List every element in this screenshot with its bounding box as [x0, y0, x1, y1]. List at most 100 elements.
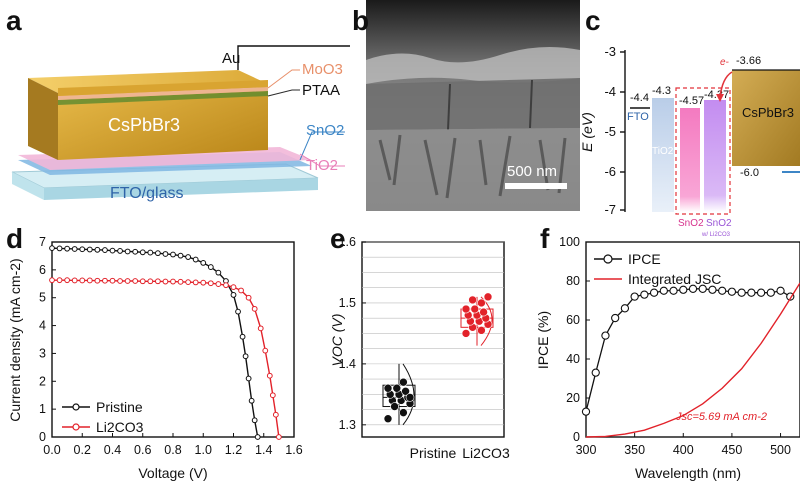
f-xlabel: Wavelength (nm) — [635, 465, 741, 481]
d-xtick-label: 1.4 — [255, 443, 272, 457]
d-ytick-label: 1 — [39, 402, 46, 416]
d-point — [269, 392, 276, 399]
fto-glass-front — [12, 172, 44, 200]
e-ytick-label: 1.4 — [339, 357, 356, 371]
e-point — [468, 295, 477, 305]
f-ylabel: IPCE (%) — [535, 311, 551, 369]
d-point — [147, 278, 154, 285]
d-point — [215, 281, 222, 287]
f-xtick-label: 450 — [721, 443, 742, 457]
d-point — [251, 417, 258, 424]
highlight-box — [675, 87, 731, 215]
electron-arrow-head — [716, 94, 724, 102]
tio2-label: TiO2 — [652, 146, 674, 157]
panel-d: d Current density (mA cm-2) Voltage (V) … — [6, 223, 303, 481]
sno2-value: -4.57 — [679, 95, 704, 107]
d-xlabel: Voltage (V) — [138, 465, 207, 481]
d-plot: 0.0 0.2 0.4 0.6 0.8 1.0 1.2 1.4 1.6 0 1 2 3 4 5 6 7 — [39, 235, 303, 457]
panel-label-b: b — [352, 5, 369, 36]
ptaa-callout — [267, 89, 300, 97]
d-point — [207, 280, 214, 287]
e-point — [470, 304, 480, 314]
d-point — [86, 277, 93, 284]
sem-grain-band — [366, 78, 580, 130]
d-point — [257, 325, 264, 332]
f-ipce-point — [581, 407, 591, 416]
label-tio2: TiO2 — [306, 157, 338, 174]
e-point — [477, 326, 486, 335]
f-ipce-point — [611, 313, 620, 323]
e-point — [483, 292, 493, 302]
f-ipce-point — [688, 284, 698, 293]
d-point — [245, 375, 252, 382]
d-point — [64, 245, 71, 252]
d-point — [94, 246, 101, 253]
f-ipce-point — [620, 304, 630, 313]
f-xtick-label: 300 — [576, 443, 597, 457]
d-point — [272, 411, 279, 418]
e-point — [401, 386, 410, 396]
e-point — [479, 307, 488, 317]
d-point — [185, 254, 192, 260]
d-point — [207, 264, 214, 270]
d-point — [162, 251, 169, 257]
e-point — [405, 393, 415, 402]
e-point — [399, 408, 408, 417]
d-point — [64, 277, 71, 284]
f-ipce-line — [585, 288, 791, 412]
f-ytick-label: 100 — [559, 235, 580, 249]
d-point — [79, 246, 86, 253]
d-xtick-label: 1.6 — [285, 443, 302, 457]
d-ytick-label: 5 — [39, 291, 46, 305]
d-point — [239, 333, 246, 340]
d-point — [242, 353, 249, 360]
label-cspbbr3: CsPbBr3 — [108, 115, 180, 135]
d-ytick-label: 0 — [39, 430, 46, 444]
d-point — [109, 247, 116, 254]
d-ylabel: Current density (mA cm-2) — [7, 258, 23, 421]
d-legend-li2co3: Li2CO3 — [96, 419, 144, 435]
e-ytick-label: 1.6 — [339, 235, 356, 249]
d-point — [192, 279, 199, 286]
sno2-li-sublabel: w/ Li2CO3 — [701, 232, 731, 238]
d-point — [71, 277, 78, 284]
d-point — [230, 284, 237, 291]
cspbbr3-vb-value: -6.0 — [740, 167, 759, 179]
panel-b: b 500 nm — [352, 0, 580, 211]
d-legend: Pristine Li2CO3 — [62, 399, 144, 435]
d-point — [154, 278, 161, 285]
f-xtick-label: 500 — [770, 443, 791, 457]
e-point — [383, 383, 393, 393]
f-annotation: Jsc=5.69 mA cm-2 — [675, 411, 767, 423]
f-ytick-label: 40 — [566, 352, 580, 366]
fto-value: -4.4 — [630, 92, 649, 104]
tio2-value: -4.3 — [652, 85, 671, 97]
d-point — [177, 252, 184, 259]
cspbbr3-front — [28, 78, 58, 160]
sno2-label: SnO2 — [678, 218, 704, 229]
f-ipce-point — [601, 331, 610, 340]
d-xtick-label: 0.8 — [164, 443, 181, 457]
d-point — [185, 279, 192, 286]
d-point — [275, 434, 282, 440]
d-series-line — [51, 247, 259, 438]
f-ipce-point — [756, 288, 766, 297]
f-ipce-point — [591, 368, 600, 377]
d-point — [56, 277, 63, 284]
sno2-li-band — [704, 100, 726, 212]
sno2-li-label: SnO2 — [706, 218, 732, 229]
d-xtick-label: 1.2 — [225, 443, 242, 457]
d-xtick-label: 0.4 — [104, 443, 121, 457]
c-ytick: -3 — [604, 44, 616, 59]
e-point — [461, 329, 471, 338]
d-ytick-label: 7 — [39, 235, 46, 249]
d-point — [245, 294, 252, 301]
f-frame — [585, 241, 800, 438]
f-ipce-point — [766, 288, 775, 297]
label-ptaa: PTAA — [302, 82, 340, 99]
f-ipce-point — [649, 288, 659, 297]
e-ytick-label: 1.5 — [339, 296, 356, 310]
d-point — [132, 278, 139, 284]
d-xtick-label: 0.6 — [134, 443, 151, 457]
